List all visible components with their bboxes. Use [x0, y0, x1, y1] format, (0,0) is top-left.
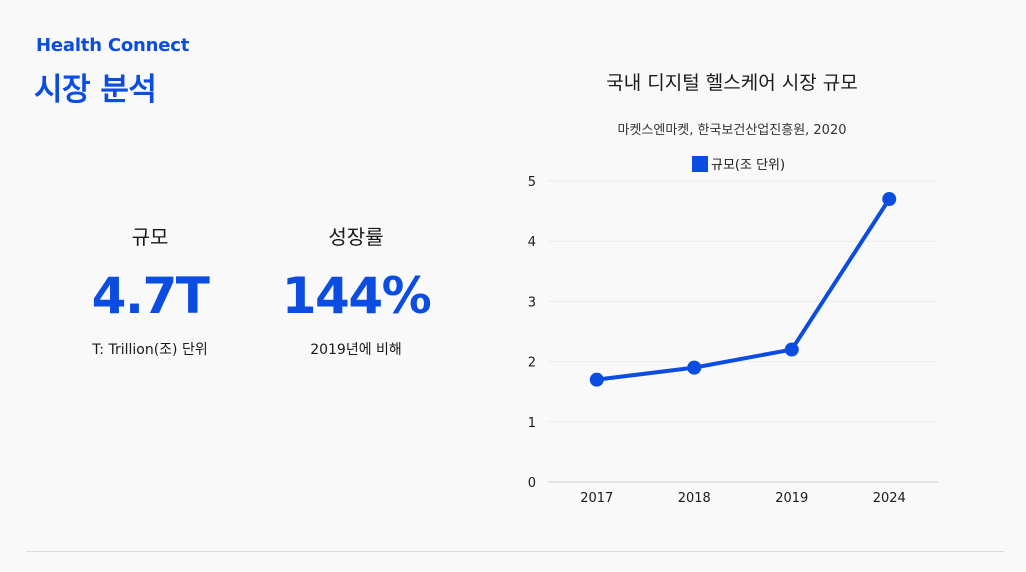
stat-value: 144%: [281, 267, 432, 325]
chart-title: 국내 디지털 헬스케어 시장 규모: [606, 72, 857, 94]
y-tick-label: 0: [528, 476, 536, 491]
stat-label: 규모: [131, 225, 169, 249]
legend-swatch: [692, 156, 708, 172]
y-tick-label: 4: [528, 235, 536, 250]
data-point: [589, 372, 604, 387]
chart-subtitle: 마켓스엔마켓, 한국보건산업진흥원, 2020: [617, 123, 846, 138]
y-tick-label: 1: [528, 416, 536, 431]
page-title: 시장 분석: [34, 72, 157, 108]
stat-market-size: 규모 4.7T T: Trillion(조) 단위: [40, 222, 260, 360]
stat-note: 2019년에 비해: [310, 342, 402, 358]
footer-divider: [26, 551, 1004, 552]
series-line: [596, 197, 891, 382]
stat-note: T: Trillion(조) 단위: [92, 342, 208, 358]
x-tick-label: 2017: [580, 491, 613, 506]
x-tick-label: 2018: [678, 491, 711, 506]
brand-name: Health Connect: [36, 35, 190, 56]
stat-label: 성장률: [328, 225, 384, 249]
data-point: [687, 360, 702, 375]
y-tick-label: 5: [528, 175, 536, 190]
data-point: [784, 342, 799, 357]
stat-value: 4.7T: [91, 267, 210, 325]
stat-growth-rate: 성장률 144% 2019년에 비해: [246, 222, 466, 360]
y-tick-label: 2: [528, 356, 536, 371]
data-point: [882, 192, 897, 207]
x-tick-label: 2024: [873, 491, 906, 506]
x-tick-label: 2019: [775, 491, 808, 506]
legend-label: 규모(조 단위): [711, 158, 785, 173]
y-tick-label: 3: [528, 295, 536, 310]
